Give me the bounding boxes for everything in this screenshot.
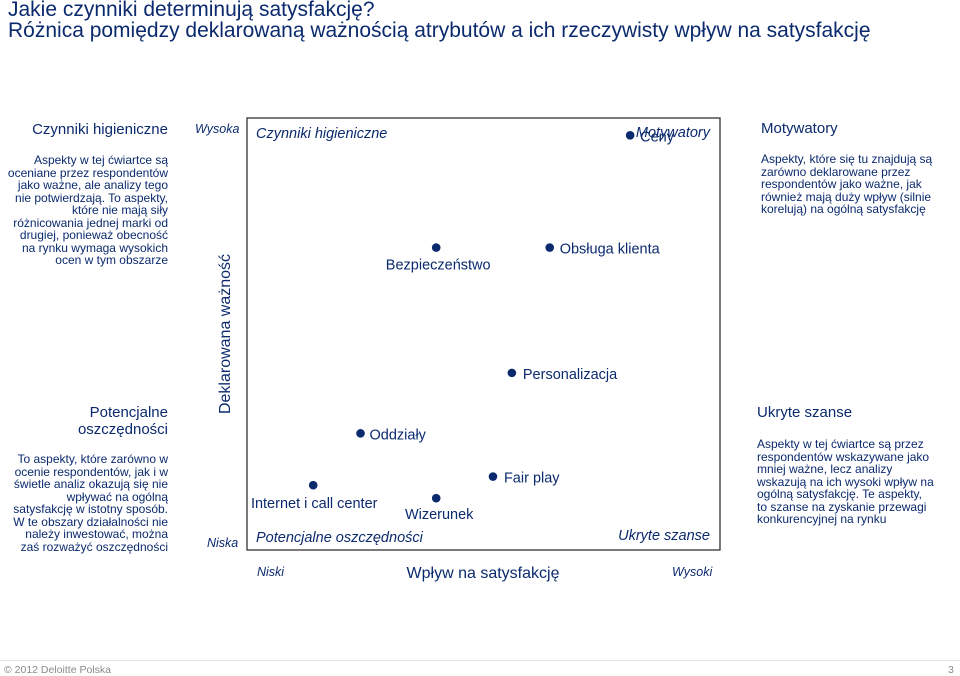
point-ceny — [625, 130, 635, 140]
point-label-wizerunek: Wizerunek — [405, 507, 474, 523]
right-top-heading: Motywatory — [761, 120, 838, 137]
page-subtitle: Różnica pomiędzy deklarowaną ważnością a… — [8, 19, 871, 42]
y-tick-low: Niska — [207, 536, 238, 550]
quadrant-label-bottom-right: Ukryte szanse — [618, 528, 710, 544]
left-bottom-text: To aspekty, które zarówno w ocenie respo… — [13, 452, 168, 554]
x-axis-label: Wpływ na satysfakcję — [407, 565, 560, 582]
point-oddzialy — [356, 429, 365, 438]
point-label-ceny: Ceny — [640, 129, 675, 145]
point-obsluga-klienta — [545, 243, 555, 252]
quadrant-label-bottom-left: Potencjalne oszczędności — [256, 530, 424, 546]
point-fair-play — [488, 472, 498, 481]
point-label-fair-play: Fair play — [504, 471, 560, 487]
point-label-personalizacja: Personalizacja — [523, 367, 618, 383]
point-wizerunek — [431, 493, 441, 503]
footer-divider — [0, 660, 960, 661]
plot-frame — [246, 117, 721, 551]
x-tick-low: Niski — [257, 565, 285, 579]
y-tick-high: Wysoka — [195, 122, 240, 136]
quadrant-label-top-left: Czynniki higieniczne — [256, 126, 387, 142]
point-personalizacja — [507, 368, 517, 378]
x-tick-high: Wysoki — [672, 565, 714, 579]
left-top-heading: Czynniki higieniczne — [32, 121, 168, 138]
point-label-internet-i-call-center: Internet i call center — [251, 496, 378, 512]
right-top-text: Aspekty, które się tu znajdują są zarówn… — [761, 152, 933, 216]
point-bezpieczenstwo — [431, 243, 441, 252]
point-label-bezpieczenstwo: Bezpieczeństwo — [386, 258, 491, 274]
right-bottom-text: Aspekty w tej ćwiartce są przez responde… — [757, 437, 934, 526]
y-axis-label: Deklarowana ważność — [217, 254, 234, 414]
right-bottom-heading: Ukryte szanse — [757, 404, 853, 421]
page-number: 3 — [948, 664, 954, 676]
left-bottom-heading: Potencjalne oszczędności — [77, 404, 168, 438]
page-title: Jakie czynniki determinują satysfakcję? — [8, 0, 375, 21]
point-label-oddzialy: Oddziały — [370, 427, 427, 443]
point-label-obsluga-klienta: Obsługa klienta — [560, 242, 661, 258]
left-top-text: Aspekty w tej ćwiartce są oceniane przez… — [7, 153, 168, 267]
quadrant-label-top-right: Motywatory — [636, 125, 711, 141]
point-internet-i-call-center — [308, 480, 318, 490]
footer-copyright: © 2012 Deloitte Polska — [4, 664, 111, 676]
